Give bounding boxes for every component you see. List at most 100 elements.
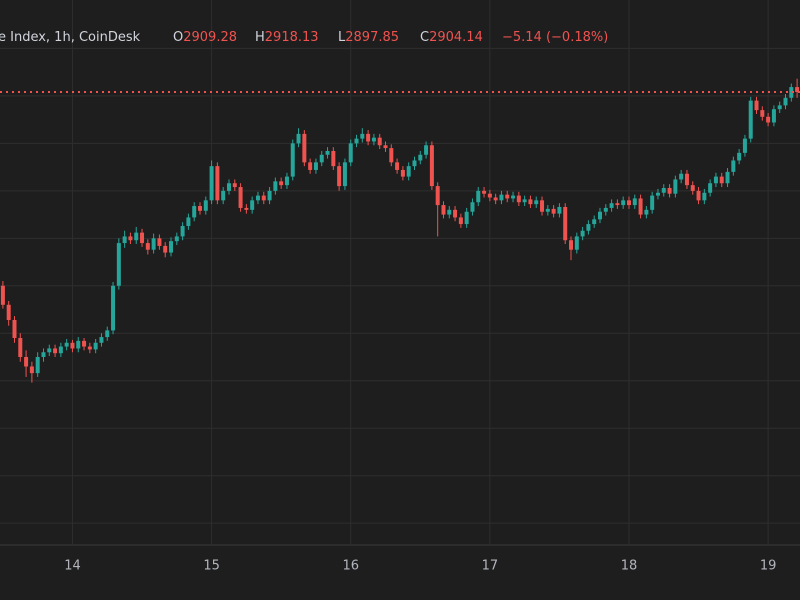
- candle-body: [58, 346, 63, 354]
- candle-body: [754, 100, 759, 111]
- candle-body: [522, 199, 527, 203]
- candle-body: [673, 179, 678, 194]
- candle-body: [534, 200, 539, 205]
- ohlc-label: L: [338, 30, 346, 45]
- candle-body: [163, 245, 168, 253]
- candle-body: [116, 243, 121, 286]
- candle-body: [308, 162, 313, 170]
- candle-body: [93, 342, 98, 350]
- candle-body: [789, 87, 794, 98]
- candle-body: [360, 133, 365, 139]
- candle-body: [145, 243, 150, 250]
- candle-body: [742, 138, 747, 153]
- candle-body: [221, 190, 226, 201]
- candle-body: [470, 202, 475, 212]
- candle-body: [174, 236, 179, 242]
- candle-body: [563, 206, 568, 241]
- candle-body: [476, 190, 481, 203]
- candle-body: [41, 352, 46, 358]
- candle-body: [261, 195, 266, 201]
- candle-body: [203, 200, 208, 211]
- candle-body: [731, 160, 736, 172]
- candle-body: [122, 236, 127, 244]
- candle-body: [447, 209, 452, 215]
- candle-body: [354, 138, 359, 144]
- candle-body: [684, 173, 689, 186]
- candle-body: [319, 154, 324, 163]
- candle-body: [592, 219, 597, 225]
- ohlc-label: O: [173, 30, 183, 45]
- candle-body: [644, 209, 649, 215]
- candle-body: [226, 183, 231, 191]
- candle-body: [35, 357, 40, 374]
- candle-body: [696, 190, 701, 201]
- candle-body: [273, 181, 278, 191]
- candle-body: [598, 211, 602, 220]
- candle-body: [655, 192, 660, 196]
- candle-body: [737, 152, 742, 161]
- candle-body: [279, 181, 284, 186]
- candle-body: [603, 207, 608, 212]
- legend-title: e Index, 1h, CoinDesk: [0, 30, 141, 45]
- candle-body: [493, 197, 498, 201]
- candle-body: [574, 236, 579, 250]
- candle-body: [296, 133, 301, 144]
- candle-body: [76, 340, 81, 349]
- candle-body: [377, 137, 382, 146]
- candle-body: [47, 348, 52, 353]
- candle-body: [777, 105, 782, 110]
- candles: [0, 78, 800, 383]
- ohlc-value: 2918.13: [265, 30, 319, 45]
- candle-body: [435, 186, 440, 206]
- grid: [0, 0, 800, 545]
- candle-body: [626, 200, 631, 206]
- ohlc-value: 2904.14: [429, 30, 483, 45]
- ohlc-label: C: [420, 30, 429, 45]
- candle-body: [348, 143, 353, 163]
- candle-body: [441, 205, 446, 215]
- x-tick-label: 18: [621, 559, 638, 574]
- candle-body: [111, 285, 116, 331]
- candle-body: [238, 187, 243, 208]
- candle-body: [87, 346, 92, 350]
- chart-header: e Index, 1h, CoinDesk O2909.28 H2918.13 L28…: [0, 30, 608, 45]
- candle-body: [383, 145, 388, 149]
- x-tick-label: 16: [342, 559, 359, 574]
- candle-body: [215, 166, 220, 201]
- candle-body: [255, 195, 260, 201]
- candle-body: [53, 348, 58, 354]
- candle-body: [140, 232, 145, 244]
- candle-body: [325, 150, 330, 155]
- candle-body: [766, 116, 771, 123]
- candle-body: [232, 183, 237, 188]
- candle-body: [545, 208, 550, 212]
- candle-body: [661, 187, 666, 193]
- ohlc-label: H: [255, 30, 265, 45]
- candle-body: [198, 206, 202, 211]
- candle-body: [632, 198, 637, 206]
- candle-body: [70, 342, 75, 349]
- candle-body: [429, 145, 434, 187]
- candle-body: [169, 241, 174, 253]
- candle-body: [638, 198, 643, 215]
- candle-body: [157, 238, 162, 246]
- candle-body: [713, 176, 718, 184]
- candle-body: [702, 192, 707, 201]
- candle-body: [487, 193, 492, 198]
- candle-body: [748, 100, 753, 139]
- x-tick-label: 17: [482, 559, 499, 574]
- candle-body: [186, 217, 191, 226]
- candle-body: [82, 340, 87, 347]
- price-change: −5.14 (−0.18%): [502, 30, 608, 45]
- candle-body: [540, 200, 545, 212]
- candle-body: [134, 232, 139, 241]
- ohlc-value: 2897.85: [345, 30, 399, 45]
- candle-body: [99, 337, 104, 343]
- candle-body: [313, 162, 318, 170]
- candle-body: [725, 171, 730, 184]
- candle-body: [395, 162, 400, 170]
- candle-body: [290, 143, 295, 177]
- candle-body: [464, 211, 469, 225]
- candle-body: [151, 238, 156, 250]
